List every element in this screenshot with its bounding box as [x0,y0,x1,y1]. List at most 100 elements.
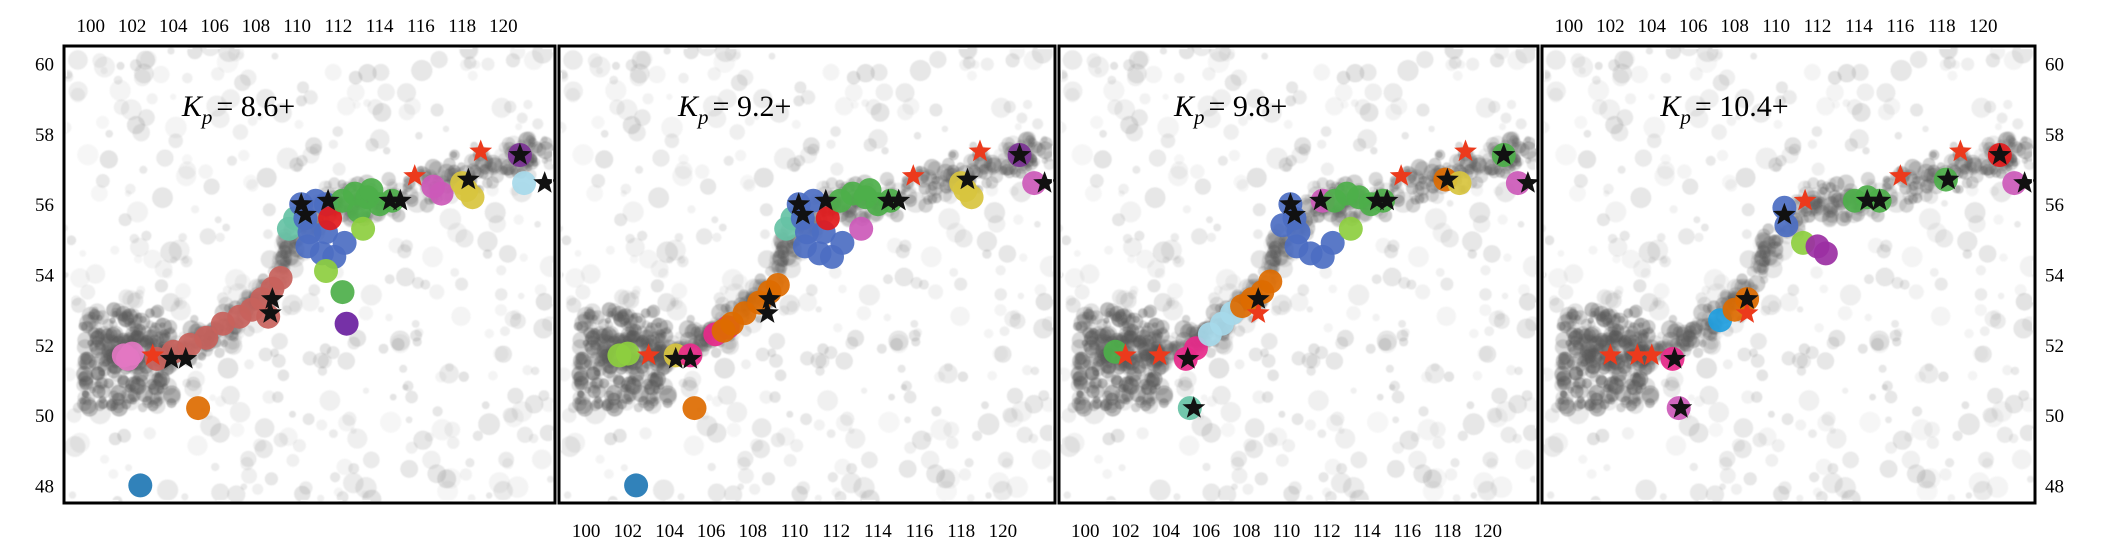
background-event [1621,427,1635,440]
background-event [445,362,454,372]
background-event [1320,162,1334,176]
background-event [1246,113,1253,121]
background-event [1899,279,1910,290]
background-event [1206,395,1218,407]
background-event [931,406,942,417]
background-event [2022,316,2035,332]
background-event [1734,88,1755,109]
background-event [254,418,275,438]
background-event [1775,155,1787,167]
background-event [957,371,969,382]
background-event [365,138,379,152]
background-event [726,422,742,437]
mainshock-black-star [1008,143,1031,165]
background-event [858,284,880,306]
background-event [477,231,498,252]
background-event [1252,390,1266,404]
background-event [410,329,422,342]
background-event [1569,185,1586,202]
background-event [911,430,932,450]
background-event [214,347,225,358]
background-event [1677,164,1692,179]
background-event [1016,112,1028,124]
cluster-point [765,273,790,297]
background-event [1208,357,1230,379]
background-event [833,323,843,333]
background-event [1445,468,1458,481]
background-event [1470,183,1484,197]
background-event [1656,233,1666,242]
background-event [182,72,193,84]
background-event [1263,233,1285,255]
background-event [138,402,148,413]
background-event [1324,491,1337,503]
background-event [214,216,222,224]
background-event [1741,229,1752,240]
background-event [677,493,685,501]
background-event [455,277,469,291]
background-event [109,392,127,411]
background-event [982,249,992,259]
background-event [1834,477,1856,499]
background-event [591,115,605,129]
background-event [276,147,299,170]
background-event [1065,87,1080,103]
background-event [1201,423,1221,443]
background-event [1167,297,1179,310]
background-event [1967,371,1978,381]
background-event [1653,283,1670,299]
background-event [1494,309,1505,321]
background-event [726,402,748,423]
background-event [363,451,380,469]
background-event [1448,56,1462,69]
background-event [1413,464,1433,484]
background-event [1660,256,1668,264]
cluster-point [1320,230,1345,255]
background-event [1586,382,1599,395]
background-event [481,401,490,410]
background-event [755,347,770,362]
background-event [713,292,726,304]
cluster-point [1270,213,1295,238]
cluster-point [128,473,153,498]
background-event [863,138,877,152]
cluster-point [512,171,537,196]
background-event [493,346,509,362]
background-event [826,429,836,438]
background-event [1889,329,1902,342]
background-event [1416,103,1430,117]
background-event [1440,277,1454,291]
background-event [1365,343,1376,354]
background-event [420,279,431,290]
mainshock-red-star [1625,343,1649,366]
clusters-panel-4 [1598,139,2035,421]
background-event [815,306,822,313]
background-event [1479,288,1492,301]
background-event [1660,154,1671,165]
background-event [1563,264,1584,284]
background-event [791,119,801,129]
background-event [1261,354,1276,368]
background-event [215,395,227,407]
background-event [995,265,1006,276]
background-event [1722,359,1733,370]
background-event [1017,292,1025,300]
background-event [614,213,628,227]
background-event [1472,215,1491,233]
background-event [881,147,889,155]
background-event [2015,293,2034,311]
background-event [1619,230,1630,241]
background-event [1491,387,1508,404]
mainshock-black-star [1283,202,1306,225]
background-event [427,464,447,484]
background-event [162,268,173,279]
background-event [1809,472,1820,483]
background-event [174,297,187,310]
background-event [637,230,648,241]
background-event [1654,165,1675,187]
background-event [1829,176,1845,192]
background-event [1875,267,1895,287]
background-event [125,183,136,195]
background-event [1885,441,1898,454]
background-event [402,384,409,391]
